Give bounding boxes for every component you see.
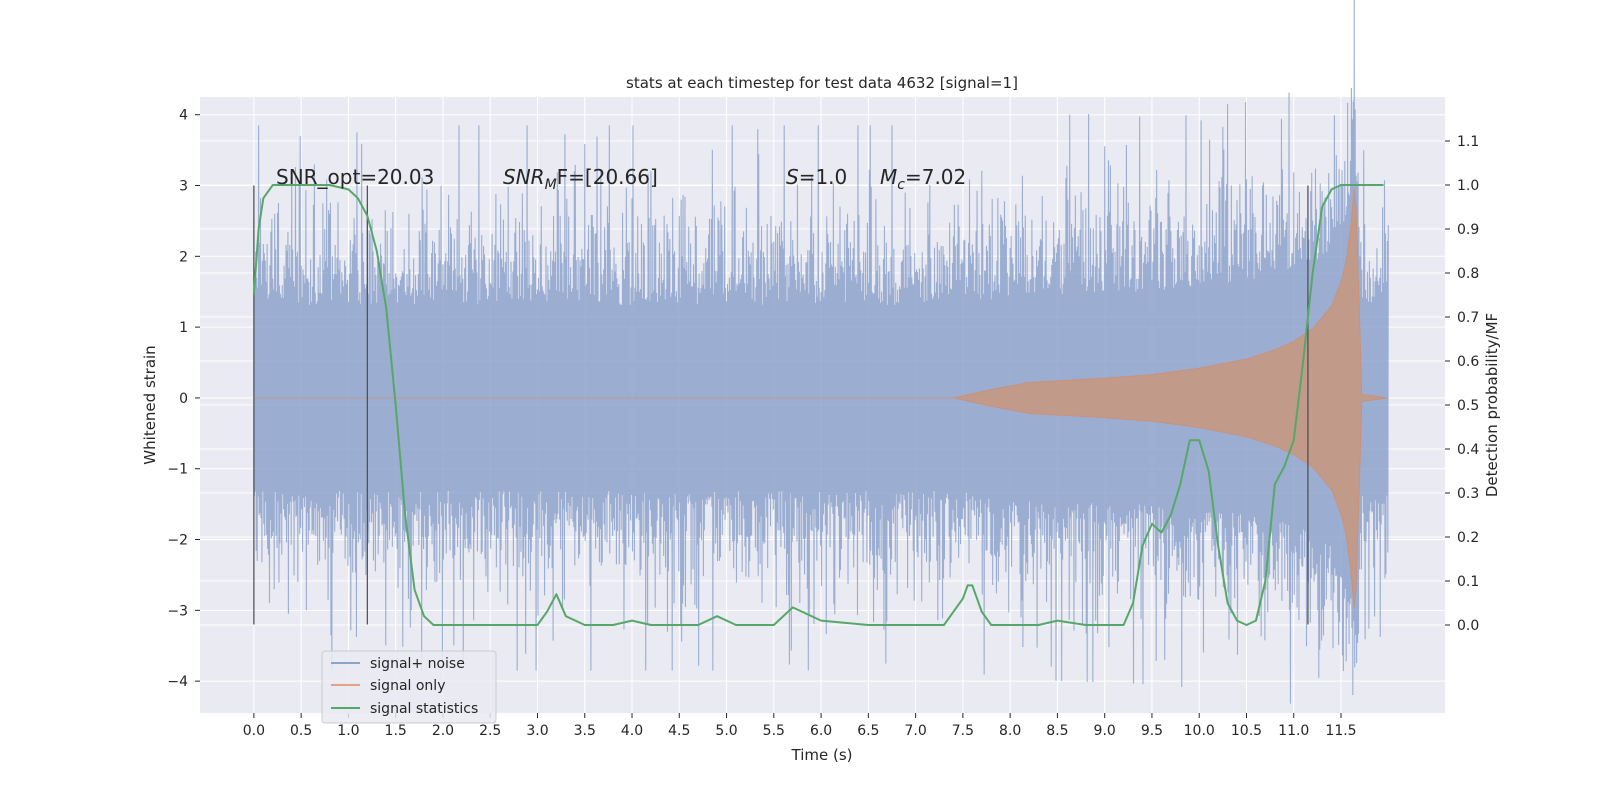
x-tick-label-4: 2.0	[432, 723, 454, 739]
annotation-s-symbol: S	[786, 165, 799, 189]
annotation-snr-mf: SNRMF=[20.66]	[503, 165, 658, 193]
x-tick-label-9: 4.5	[668, 723, 690, 739]
y-tick-label-5: 1	[179, 320, 188, 336]
y-tick-label-2: −2	[167, 533, 188, 549]
annotation-mc-symbol: M	[880, 165, 897, 189]
y-right-tick-label-11: 1.1	[1457, 134, 1479, 150]
y-axis-right-label: Detection probability/MF	[1483, 313, 1501, 497]
y-tick-label-3: −1	[167, 462, 188, 478]
x-tick-label-6: 3.0	[526, 723, 548, 739]
annotation-mc: Mc=7.02	[880, 165, 966, 193]
noise-trace	[253, 0, 1389, 704]
y-tick-label-7: 3	[179, 179, 188, 195]
y-right-tick-label-4: 0.4	[1457, 442, 1479, 458]
x-tick-label-20: 10.0	[1184, 723, 1215, 739]
x-tick-label-13: 6.5	[857, 723, 879, 739]
x-tick-label-7: 3.5	[574, 723, 596, 739]
x-tick-label-17: 8.5	[1046, 723, 1068, 739]
x-tick-label-23: 11.5	[1325, 723, 1356, 739]
y-right-tick-label-0: 0.0	[1457, 618, 1479, 634]
y-right-tick-label-8: 0.8	[1457, 266, 1479, 282]
axes: 0.0 0.5 1.0 1.5 2.0 2.5 3.0 3.5 4.0 4.5 5.0 5.5 6.0 6…	[167, 108, 1479, 739]
x-tick-label-2: 1.0	[337, 723, 359, 739]
noise-series	[253, 0, 1389, 704]
x-tick-label-16: 8.0	[999, 723, 1021, 739]
x-tick-label-21: 10.5	[1231, 723, 1262, 739]
legend-label-noise: signal+ noise	[370, 656, 465, 672]
y-right-tick-label-3: 0.3	[1457, 486, 1479, 502]
annotation-snr-mf-symbol: SNR	[503, 165, 545, 189]
y-tick-label-8: 4	[179, 108, 188, 124]
x-tick-label-1: 0.5	[290, 723, 312, 739]
signal-envelope	[253, 188, 1389, 608]
y-tick-label-1: −3	[167, 603, 188, 619]
x-tick-label-3: 1.5	[385, 723, 407, 739]
x-tick-label-18: 9.0	[1094, 723, 1116, 739]
x-tick-label-8: 4.0	[621, 723, 643, 739]
stats-line	[252, 184, 1384, 626]
annotation-snr-opt: SNR_opt=20.03	[276, 165, 434, 189]
x-tick-label-14: 7.0	[904, 723, 926, 739]
x-tick-label-10: 5.0	[715, 723, 737, 739]
x-axis-label: Time (s)	[791, 746, 853, 764]
annotation-mc-value: =7.02	[905, 165, 966, 189]
y-axis-label: Whitened strain	[141, 345, 159, 464]
annotation-snr-mf-subscript: M	[545, 177, 557, 193]
vertical-markers	[253, 185, 1309, 625]
y-tick-label-0: −4	[167, 674, 188, 690]
y-right-tick-label-2: 0.2	[1457, 530, 1479, 546]
annotation-s-value: =1.0	[799, 165, 848, 189]
x-tick-label-19: 9.5	[1141, 723, 1163, 739]
signal-series	[253, 188, 1389, 608]
x-tick-label-15: 7.5	[952, 723, 974, 739]
annotation-s: S=1.0	[786, 165, 847, 189]
legend-label-stats: signal statistics	[370, 701, 478, 717]
y-right-tick-label-5: 0.5	[1457, 398, 1479, 414]
y-tick-label-6: 2	[179, 249, 188, 265]
x-tick-label-22: 11.0	[1278, 723, 1309, 739]
chart-title: stats at each timestep for test data 463…	[626, 74, 1018, 92]
y-right-tick-label-10: 1.0	[1457, 178, 1479, 194]
y-right-tick-label-9: 0.9	[1457, 222, 1479, 238]
annotation-mc-subscript: c	[897, 177, 905, 193]
legend: signal+ noise signal only signal statist…	[321, 650, 497, 724]
x-tick-label-12: 6.0	[810, 723, 832, 739]
x-tick-label-5: 2.5	[479, 723, 501, 739]
legend-label-signal: signal only	[370, 678, 445, 694]
annotation-snr-mf-value: F=[20.66]	[557, 165, 658, 189]
legend-box	[321, 650, 497, 724]
stats-series	[252, 184, 1384, 626]
y-tick-label-4: 0	[179, 391, 188, 407]
x-tick-label-11: 5.5	[763, 723, 785, 739]
x-tick-label-0: 0.0	[243, 723, 265, 739]
y-right-tick-label-6: 0.6	[1457, 354, 1479, 370]
y-right-tick-label-7: 0.7	[1457, 310, 1479, 326]
y-right-tick-label-1: 0.1	[1457, 574, 1479, 590]
